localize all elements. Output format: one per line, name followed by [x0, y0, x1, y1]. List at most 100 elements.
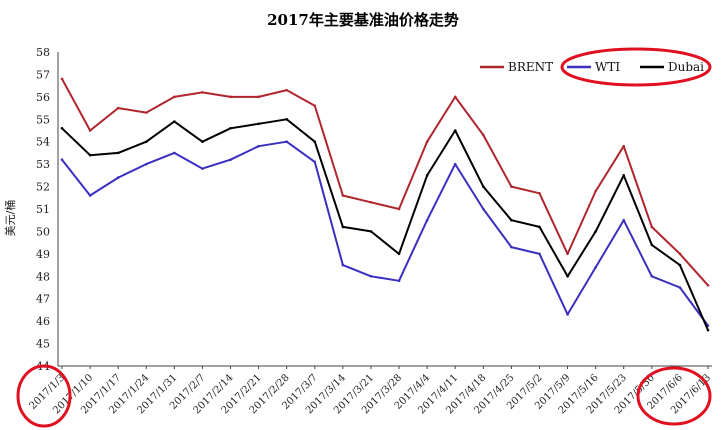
legend: BRENT WTI Dubai [480, 60, 704, 74]
series-line-dubai [61, 118, 709, 331]
y-tick-label: 52 [36, 181, 50, 194]
data-point-wti [313, 160, 317, 164]
data-point-brent [369, 200, 373, 204]
y-tick-label: 54 [36, 136, 50, 149]
legend-label-brent: BRENT [508, 60, 553, 74]
data-point-wti [369, 274, 373, 278]
data-point-brent [425, 140, 429, 144]
data-point-dubai [88, 153, 92, 157]
y-tick-label: 50 [36, 225, 50, 238]
data-point-brent [144, 111, 148, 114]
data-point-dubai [622, 174, 626, 177]
data-point-brent [88, 129, 92, 132]
y-tick-label: 47 [36, 293, 50, 306]
data-point-dubai [341, 225, 345, 229]
y-tick-label: 45 [36, 338, 50, 351]
circle-first-date [16, 364, 72, 428]
data-point-wti [510, 245, 513, 249]
data-point-wti [173, 151, 176, 155]
data-point-wti [538, 252, 541, 256]
data-point-brent [285, 88, 288, 92]
data-point-brent [594, 189, 597, 193]
data-point-wti [425, 218, 429, 222]
data-point-dubai [453, 129, 457, 132]
data-point-dubai [425, 174, 429, 177]
data-point-brent [229, 95, 232, 99]
data-point-brent [566, 252, 569, 256]
data-point-brent [678, 252, 682, 256]
data-point-dubai [116, 151, 120, 155]
data-point-wti [116, 176, 120, 179]
data-point-wti [482, 207, 485, 211]
data-point-brent [453, 95, 457, 99]
data-point-wti [622, 218, 626, 222]
y-tick-label: 53 [36, 158, 50, 171]
axes [57, 52, 712, 367]
data-point-dubai [397, 252, 401, 256]
data-point-wti [341, 263, 345, 267]
data-point-brent [60, 77, 64, 81]
data-point-dubai [594, 230, 597, 233]
data-point-wti [650, 274, 654, 278]
data-point-dubai [369, 230, 373, 233]
legend-label-dubai: Dubai [668, 60, 704, 74]
series-line-wti [61, 140, 709, 327]
chart-title: 2017年主要基准油价格走势 [267, 11, 459, 29]
data-point-dubai [510, 218, 513, 222]
data-point-dubai [313, 140, 317, 144]
y-tick-label: 48 [36, 270, 50, 283]
data-point-wti [678, 286, 682, 289]
data-point-brent [341, 194, 345, 197]
data-point-wti [594, 266, 597, 269]
circle-last-date [636, 366, 712, 426]
y-tick-label: 56 [36, 91, 50, 104]
data-point-dubai [678, 263, 682, 267]
data-point-wti [201, 167, 204, 170]
data-point-dubai [173, 120, 176, 123]
data-point-brent [257, 95, 260, 99]
data-point-brent [397, 207, 401, 211]
data-point-brent [313, 104, 317, 108]
y-tick-label: 55 [36, 113, 50, 126]
data-point-dubai [285, 117, 288, 121]
data-point-brent [650, 225, 654, 229]
data-point-dubai [257, 122, 260, 126]
data-point-brent [706, 283, 710, 287]
series-line-brent [61, 78, 709, 286]
data-point-dubai [229, 126, 232, 130]
data-point-brent [538, 192, 541, 195]
series-lines [60, 77, 710, 332]
data-point-dubai [60, 126, 64, 130]
data-point-brent [201, 91, 204, 94]
data-point-dubai [201, 140, 204, 144]
data-point-dubai [650, 243, 654, 247]
legend-label-wti: WTI [595, 60, 620, 74]
y-tick-label: 51 [36, 203, 50, 216]
y-tick-label: 49 [36, 248, 50, 261]
data-point-brent [482, 133, 485, 137]
data-point-wti [229, 158, 232, 161]
data-point-wti [397, 279, 401, 283]
data-point-dubai [566, 274, 569, 278]
data-point-wti [88, 194, 92, 197]
y-tick-label: 58 [36, 46, 50, 59]
data-point-brent [116, 106, 120, 110]
data-point-brent [622, 144, 626, 148]
data-point-dubai [482, 185, 485, 188]
data-point-brent [510, 185, 513, 188]
data-point-dubai [144, 140, 148, 144]
data-point-wti [285, 140, 288, 144]
data-point-dubai [538, 225, 541, 229]
y-tick-label: 57 [36, 68, 50, 81]
data-point-wti [566, 313, 569, 316]
data-point-wti [453, 162, 457, 166]
y-tick-label: 46 [36, 315, 50, 328]
data-point-brent [173, 95, 176, 99]
circle-legend [560, 47, 712, 87]
data-point-wti [144, 162, 148, 166]
data-point-wti [60, 158, 64, 161]
data-point-dubai [706, 328, 710, 332]
y-axis-label: 美元/桶 [3, 200, 17, 237]
red-annotation-circles [16, 47, 712, 428]
